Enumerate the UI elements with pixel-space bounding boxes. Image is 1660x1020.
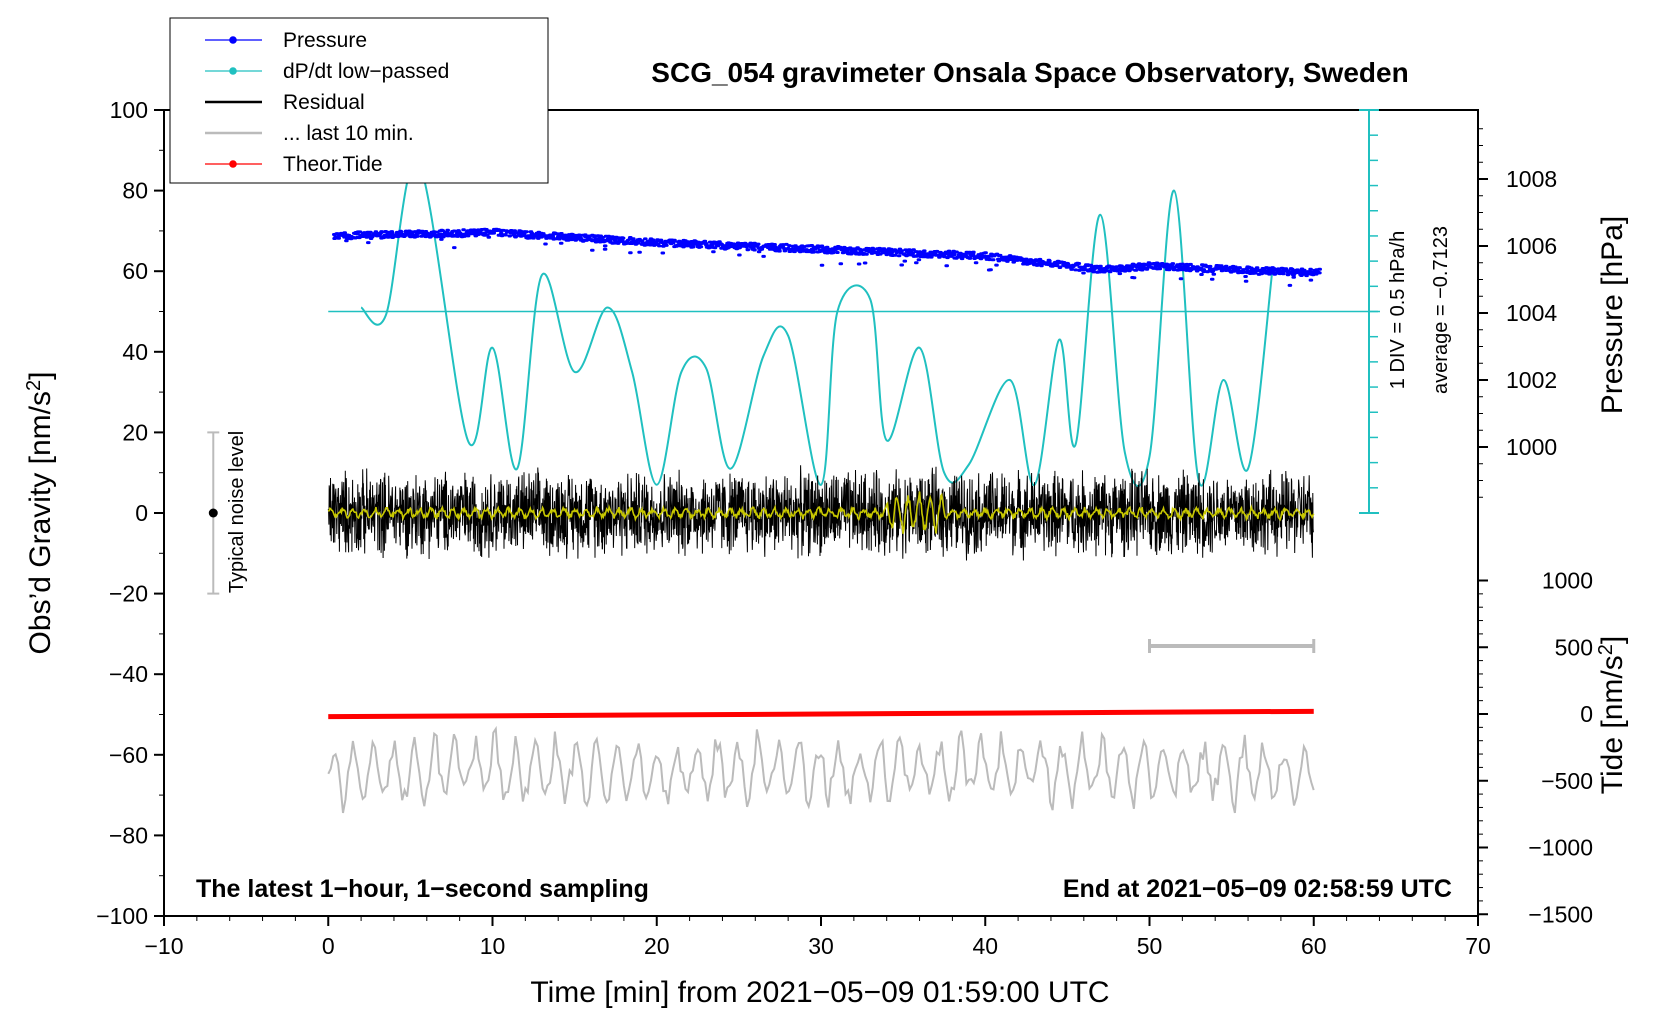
y-tick-label-left: 0: [135, 500, 148, 526]
pressure-tick-label: 1006: [1506, 233, 1557, 259]
x-tick-label: 20: [644, 933, 670, 959]
tide-tick-label: −1000: [1528, 835, 1593, 861]
y-tick-label-left: −60: [109, 742, 148, 768]
y-axis-label-left: Obs’d Gravity [nm/s2]: [23, 372, 57, 655]
x-tick-label: 10: [480, 933, 506, 959]
tide-tick-label: 500: [1555, 634, 1593, 660]
noise-level-label: Typical noise level: [226, 431, 248, 593]
tide-tick-label: 1000: [1542, 568, 1593, 594]
tide-series-line: [328, 708, 1314, 720]
last-10-min-line: [327, 725, 1315, 814]
y-axis-label-pressure: Pressure [hPa]: [1596, 216, 1629, 414]
y-tick-label-left: 20: [122, 419, 148, 445]
y-axis-label-tide: Tide [nm/s2]: [1595, 636, 1629, 794]
y-tick-label-left: −100: [96, 903, 148, 929]
note-left: The latest 1−hour, 1−second sampling: [196, 875, 649, 903]
pressure-tick-label: 1000: [1506, 434, 1557, 460]
legend-box: [169, 17, 549, 184]
legend-marker: [229, 160, 237, 168]
legend-items: Pressure dP/dt low−passed Residual ... last…: [205, 29, 449, 176]
axes-layer: −10 0 10 20 30 40 50 60 70100806040200−20−40−60−…: [96, 97, 1593, 959]
legend-marker: [229, 36, 237, 44]
y-tick-label-left: 40: [122, 339, 148, 365]
y-tick-label-left: 100: [110, 97, 148, 123]
x-tick-label: 40: [972, 933, 998, 959]
dpdt-axis-label-div: 1 DIV = 0.5 hPa/h: [1387, 231, 1409, 389]
tide-tick-label: −500: [1541, 768, 1593, 794]
legend-label: Residual: [283, 91, 365, 114]
pressure-tick-label: 1008: [1506, 166, 1557, 192]
note-right: End at 2021−05−09 02:58:59 UTC: [1063, 875, 1452, 903]
dpdt-axis-label-average: average = −0.7123: [1430, 226, 1452, 394]
x-tick-label: 60: [1301, 933, 1327, 959]
pressure-tick-label: 1002: [1506, 367, 1557, 393]
noise-bar-center: [208, 508, 218, 518]
legend-marker: [229, 67, 237, 75]
chart-title: SCG_054 gravimeter Onsala Space Observat…: [651, 57, 1408, 88]
residual-smoothed-line: [327, 491, 1315, 534]
x-tick-label: 70: [1465, 933, 1491, 959]
legend: Pressure dP/dt low−passed Residual ... last…: [169, 17, 549, 184]
y-tick-label-left: 80: [122, 178, 148, 204]
tide-tick-label: −1500: [1528, 901, 1593, 927]
legend-label: ... last 10 min.: [283, 122, 414, 145]
legend-label: dP/dt low−passed: [283, 60, 449, 83]
x-tick-label: −10: [144, 933, 183, 959]
x-tick-label: 50: [1137, 933, 1163, 959]
dpdt-series-line: [360, 159, 1274, 488]
pressure-series-dots: [332, 227, 1322, 287]
y-tick-label-left: 60: [122, 258, 148, 284]
x-axis-label: Time [min] from 2021−05−09 01:59:00 UTC: [530, 976, 1109, 1009]
tide-tick-label: 0: [1580, 701, 1593, 727]
y-tick-label-left: −40: [109, 661, 148, 687]
x-tick-label: 30: [808, 933, 834, 959]
residual-series-line: [327, 465, 1314, 561]
legend-label: Theor.Tide: [283, 153, 383, 176]
x-tick-label: 0: [322, 933, 335, 959]
y-tick-label-left: −20: [109, 581, 148, 607]
legend-label: Pressure: [283, 29, 367, 52]
pressure-tick-label: 1004: [1506, 300, 1557, 326]
y-tick-label-left: −80: [109, 822, 148, 848]
series-layer: [207, 159, 1380, 814]
